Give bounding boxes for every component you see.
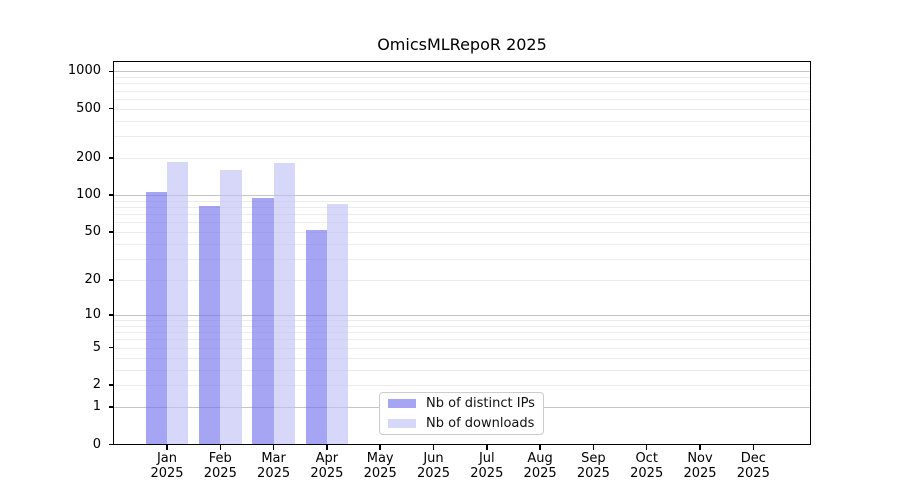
y-tick-mark (108, 70, 114, 73)
x-tick-label: Jun 2025 (416, 451, 451, 481)
y-tick-label: 10 (84, 306, 101, 322)
y-gridline-minor (113, 325, 811, 327)
bar-feb-distinct-ips (199, 205, 221, 444)
y-tick-mark (108, 107, 114, 110)
x-tick-mark (166, 444, 168, 450)
y-gridline-minor (113, 357, 811, 359)
x-tick-label: Dec 2025 (736, 451, 770, 481)
y-gridline-minor (113, 222, 811, 224)
x-tick-mark (486, 444, 488, 450)
y-tick-label: 20 (84, 272, 101, 288)
y-gridline-minor (113, 200, 811, 202)
y-gridline-minor (113, 347, 811, 349)
y-tick-mark (108, 443, 114, 446)
bar-apr-distinct-ips (305, 230, 327, 444)
y-gridline-minor (113, 83, 811, 85)
y-gridline-minor (113, 339, 811, 341)
y-gridline-minor (113, 136, 811, 138)
x-tick-label: Jul 2025 (470, 451, 504, 481)
y-tick-mark (108, 194, 114, 196)
x-tick-label: Aug 2025 (523, 451, 557, 481)
chart-title: OmicsMLRepoR 2025 (377, 35, 547, 54)
y-gridline-minor (113, 369, 811, 371)
y-gridline-minor (113, 259, 811, 261)
y-tick-mark (108, 384, 114, 386)
x-tick-label: Oct 2025 (630, 451, 664, 481)
y-tick-mark (108, 406, 114, 408)
x-tick-label: Feb 2025 (203, 451, 237, 481)
y-gridline-major (113, 71, 811, 73)
x-tick-mark (752, 444, 755, 450)
x-tick-label: Sep 2025 (576, 451, 610, 481)
bar-jan-downloads (167, 162, 189, 444)
y-tick-label: 500 (76, 100, 101, 116)
y-gridline-minor (113, 108, 811, 110)
bar-apr-downloads (326, 203, 349, 444)
bar-mar-downloads (273, 163, 295, 444)
legend-swatch-distinct-ips (388, 399, 416, 408)
x-tick-mark (326, 444, 328, 450)
x-tick-mark (272, 444, 275, 450)
y-tick-mark (108, 279, 114, 281)
x-tick-label: Nov 2025 (683, 451, 717, 481)
legend-label-distinct-ips: Nb of distinct IPs (426, 396, 535, 411)
x-tick-label: Mar 2025 (257, 451, 291, 481)
x-tick-label: Jan 2025 (150, 451, 184, 481)
y-tick-mark (108, 231, 114, 233)
y-tick-label: 100 (76, 187, 101, 203)
x-tick-mark (592, 444, 595, 450)
x-tick-mark (379, 444, 381, 450)
y-tick-label: 1 (92, 399, 101, 415)
y-gridline-minor (113, 158, 811, 160)
legend: Nb of distinct IPs Nb of downloads (379, 392, 544, 435)
legend-entry-downloads: Nb of downloads (388, 415, 543, 432)
y-gridline-minor (113, 77, 811, 79)
x-tick-mark (645, 444, 648, 450)
y-gridline-minor (113, 98, 811, 100)
y-gridline-minor (113, 385, 811, 387)
x-tick-label: May 2025 (363, 451, 397, 481)
y-tick-mark (108, 346, 114, 349)
y-gridline-minor (113, 232, 811, 234)
x-tick-mark (219, 444, 222, 450)
y-tick-mark (108, 314, 114, 316)
y-tick-mark (108, 157, 114, 159)
y-gridline-major (113, 195, 811, 197)
y-gridline-minor (113, 280, 811, 282)
y-gridline-minor (113, 320, 811, 322)
x-tick-mark (699, 444, 701, 450)
x-tick-mark (432, 444, 435, 450)
bar-mar-distinct-ips (252, 197, 274, 444)
y-tick-label: 0 (92, 436, 101, 452)
plot-area (113, 62, 811, 445)
y-gridline-major (113, 314, 811, 316)
y-tick-label: 5 (92, 339, 101, 355)
x-tick-mark (539, 444, 541, 450)
y-gridline-minor (113, 120, 811, 122)
y-gridline-minor (113, 243, 811, 245)
y-tick-label: 200 (76, 150, 101, 166)
y-gridline-minor (113, 207, 811, 209)
bar-feb-downloads (220, 170, 242, 444)
legend-swatch-downloads (388, 419, 416, 428)
bar-jan-distinct-ips (145, 192, 167, 444)
y-tick-label: 2 (92, 377, 101, 393)
y-tick-label: 50 (84, 224, 101, 240)
x-tick-label: Apr 2025 (310, 451, 344, 481)
y-tick-label: 1000 (67, 63, 101, 79)
legend-label-downloads: Nb of downloads (426, 416, 535, 431)
y-gridline-minor (113, 332, 811, 334)
y-gridline-minor (113, 214, 811, 216)
legend-entry-distinct-ips: Nb of distinct IPs (388, 395, 543, 412)
y-gridline-minor (113, 90, 811, 92)
